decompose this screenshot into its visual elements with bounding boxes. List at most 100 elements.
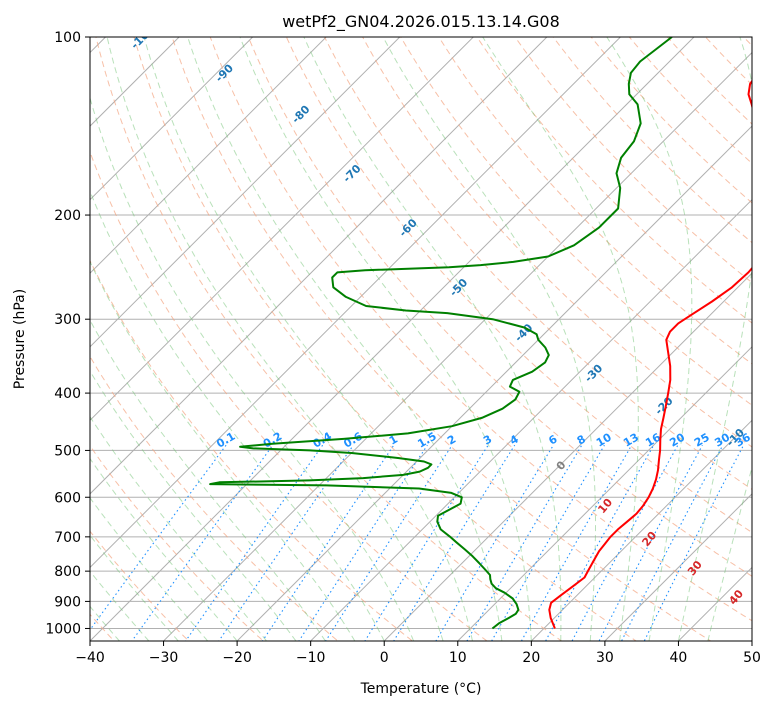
dry-adiabat: [90, 444, 264, 641]
mixing-ratio-line: [598, 444, 703, 641]
wet-bulb-label: 20: [640, 529, 660, 549]
temperature-profile-line: [548, 79, 752, 629]
mixing-ratio-label: 6: [546, 432, 559, 447]
mixing-ratio-line: [520, 444, 633, 641]
isotherm-line: [383, 272, 752, 641]
mixing-ratio-line: [298, 444, 428, 641]
x-tick-label: −40: [75, 650, 105, 666]
mixing-ratio-line: [491, 444, 605, 641]
y-tick-label: 700: [54, 530, 81, 546]
y-axis-ticks: 1000 900 800 700 600 500 400 300 200 100: [45, 30, 90, 637]
y-tick-label: 900: [54, 594, 81, 610]
moist-adiabat: [677, 37, 752, 641]
x-axis-label: Temperature (°C): [360, 681, 482, 697]
y-axis-label: Pressure (hPa): [12, 289, 28, 389]
mixing-ratio-label: 36: [733, 430, 753, 449]
y-tick-label: 500: [54, 443, 81, 459]
x-tick-label: −20: [222, 650, 252, 666]
moist-adiabat: [90, 457, 238, 641]
dry-adiabat: [247, 37, 752, 577]
dry-adiabat: [755, 10, 775, 653]
moist-adiabat: [90, 260, 356, 641]
x-tick-label: −30: [149, 650, 179, 666]
moist-adiabats: [90, 37, 752, 641]
y-tick-label: 400: [54, 386, 81, 402]
moist-adiabat: [90, 370, 297, 641]
x-tick-label: 0: [380, 650, 389, 666]
profile-lines: [209, 37, 752, 630]
moist-adiabat: [90, 570, 150, 641]
mixing-ratio-label: 25: [692, 431, 712, 450]
dry-adiabat: [95, 37, 563, 641]
x-tick-label: 50: [743, 650, 761, 666]
moist-adiabat: [606, 37, 693, 641]
dry-adiabats: [90, 10, 775, 653]
chart-title: wetPf2_GN04.2026.015.13.14.G08: [282, 12, 560, 32]
moist-adiabat: [90, 534, 179, 641]
dry-adiabat: [209, 37, 752, 622]
dry-adiabat-label: -60: [397, 216, 420, 239]
mixing-ratio-line: [325, 444, 453, 641]
mixing-ratio-line: [620, 444, 724, 641]
dry-adiabat: [90, 355, 339, 641]
isotherm-line: [0, 10, 59, 653]
moist-adiabat: [187, 37, 503, 641]
mixing-ratio-line: [261, 444, 395, 641]
mixing-ratio-line: [184, 444, 324, 641]
dry-adiabat: [133, 37, 638, 641]
dry-adiabat: [90, 150, 488, 641]
isotherm-line: [90, 37, 475, 422]
isotherm-line: [90, 37, 622, 569]
grid-layer: [0, 10, 752, 653]
isotherm-line: [90, 37, 548, 495]
wet-bulb-label: 30: [685, 558, 705, 578]
mixing-ratio-label: 10: [594, 430, 614, 449]
dry-adiabat-label: -50: [447, 276, 470, 299]
dry-adiabat-label: -80: [289, 103, 312, 126]
x-axis-ticks: −40 −30 −20 −10 0 10 20 30 40 50: [75, 641, 761, 666]
x-tick-label: 10: [449, 650, 467, 666]
isotherm-line: [751, 640, 752, 641]
isotherm-line: [90, 37, 695, 641]
moist-adiabat: [90, 189, 385, 641]
mixing-ratio-line: [643, 444, 744, 641]
moist-adiabat: [382, 37, 596, 641]
moist-adiabat: [90, 497, 209, 641]
dry-adiabat: [552, 37, 752, 244]
y-tick-label: 600: [54, 490, 81, 506]
dry-adiabat: [90, 530, 190, 641]
dry-adiabat: [742, 37, 752, 47]
mixing-ratio-label: 2: [445, 433, 458, 448]
mixing-ratio-label: 20: [667, 430, 687, 449]
mixing-ratio-line: [544, 444, 655, 641]
moist-adiabat: [143, 37, 473, 641]
isotherm-line: [162, 51, 752, 641]
isotherm-line: [677, 566, 752, 641]
isotherm-line: [309, 198, 752, 641]
mixing-ratio-label: 3: [481, 433, 494, 448]
dry-adiabat: [362, 37, 752, 448]
mixing-ratio-label: 0.2: [261, 430, 284, 451]
isotherm-line: [90, 37, 254, 201]
isotherm-line: [604, 493, 752, 641]
dry-adiabat-label: -90: [213, 61, 236, 84]
dry-adiabat: [171, 37, 712, 641]
dry-adiabat-label: -70: [340, 162, 363, 185]
y-tick-label: 1000: [45, 621, 81, 637]
isotherm-line: [530, 419, 752, 641]
moist-adiabat: [303, 37, 562, 641]
dry-adiabat: [590, 37, 752, 204]
isotherm-line: [90, 37, 180, 127]
isotherm-line: [457, 346, 752, 641]
mixing-ratio-label: 0.1: [214, 430, 237, 451]
dry-adiabat: [400, 37, 752, 406]
moist-adiabat: [239, 37, 532, 641]
dry-adiabat: [704, 37, 752, 86]
y-tick-label: 200: [54, 208, 81, 224]
dry-adiabat: [90, 259, 414, 641]
moist-adiabat: [90, 415, 267, 641]
isotherm-line: [236, 125, 752, 641]
dry-adiabat: [323, 37, 752, 490]
plot-frame: [89, 36, 753, 642]
